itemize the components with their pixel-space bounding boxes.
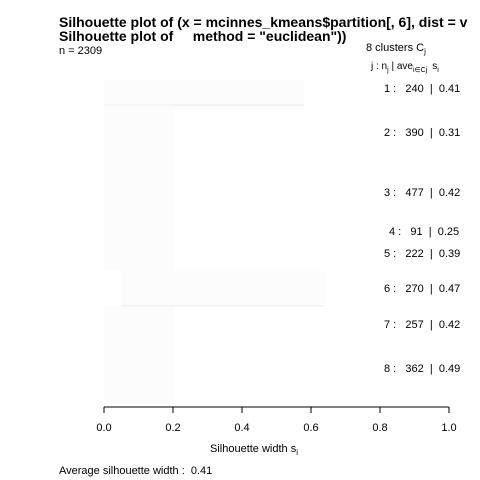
cluster-label-1: 1 : 240 | 0.41: [384, 83, 460, 95]
silhouette-bar-cluster-8: [104, 346, 173, 404]
x-tick-label-3: 0.6: [303, 422, 318, 434]
silhouette-bar-cluster-6: [121, 270, 325, 306]
silhouette-bar-cluster-5: [104, 242, 173, 271]
k-clusters-subscript: j: [423, 47, 426, 56]
x-axis: 0.0 0.2 0.4 0.6 0.8 1.0: [96, 406, 457, 434]
silhouette-bar-cluster-7: [104, 306, 173, 346]
column-header: j : nj | avei∈Cj si: [370, 61, 439, 74]
column-header-n-sub: j: [386, 67, 389, 74]
column-header-jn: j : n: [370, 61, 387, 72]
cluster-label-2: 2 : 390 | 0.31: [384, 127, 460, 139]
k-clusters-label: 8 clusters Cj: [366, 42, 426, 56]
x-axis-label-text: Silhouette width s: [210, 443, 297, 455]
n-label: n = 2309: [59, 45, 103, 57]
silhouette-bar-cluster-3: [104, 162, 173, 212]
silhouette-bar-cluster-2: [104, 110, 173, 162]
silhouette-bar-cluster-4: [104, 211, 173, 242]
column-header-ave-sub: i∈Cj: [413, 67, 428, 74]
chart-title-line-2: Silhouette plot of method = "euclidean")…: [59, 28, 347, 44]
x-tick-label-1: 0.2: [165, 422, 180, 434]
x-axis-ticks: 0.0 0.2 0.4 0.6 0.8 1.0: [96, 407, 457, 434]
x-axis-label-subscript: i: [296, 448, 298, 457]
silhouette-bars: [104, 80, 325, 404]
cluster-labels: 1 : 240 | 0.41 2 : 390 | 0.31 3 : 477 | 0.…: [384, 83, 460, 375]
cluster-label-6: 6 : 270 | 0.47: [384, 283, 460, 295]
x-tick-label-5: 1.0: [441, 422, 456, 434]
chart-title-line-1: Silhouette plot of (x = mcinnes_kmeans$p…: [59, 14, 468, 30]
cluster-label-8: 8 : 362 | 0.49: [384, 363, 460, 375]
cluster-label-3: 3 : 477 | 0.42: [384, 187, 460, 199]
cluster-label-7: 7 : 257 | 0.42: [384, 319, 460, 331]
x-tick-label-4: 0.8: [372, 422, 387, 434]
x-axis-label: Silhouette width si: [210, 443, 298, 457]
average-silhouette-footer: Average silhouette width : 0.41: [59, 465, 213, 477]
k-clusters-text: 8 clusters C: [366, 42, 424, 54]
column-header-ave: | ave: [389, 61, 414, 72]
cluster-label-4: 4 : 91 | 0.25: [389, 226, 459, 238]
column-header-s: s: [432, 61, 437, 72]
x-tick-label-2: 0.4: [234, 422, 249, 434]
column-header-s-sub: i: [437, 67, 439, 74]
cluster-label-5: 5 : 222 | 0.39: [384, 248, 460, 260]
x-tick-label-0: 0.0: [96, 422, 111, 434]
